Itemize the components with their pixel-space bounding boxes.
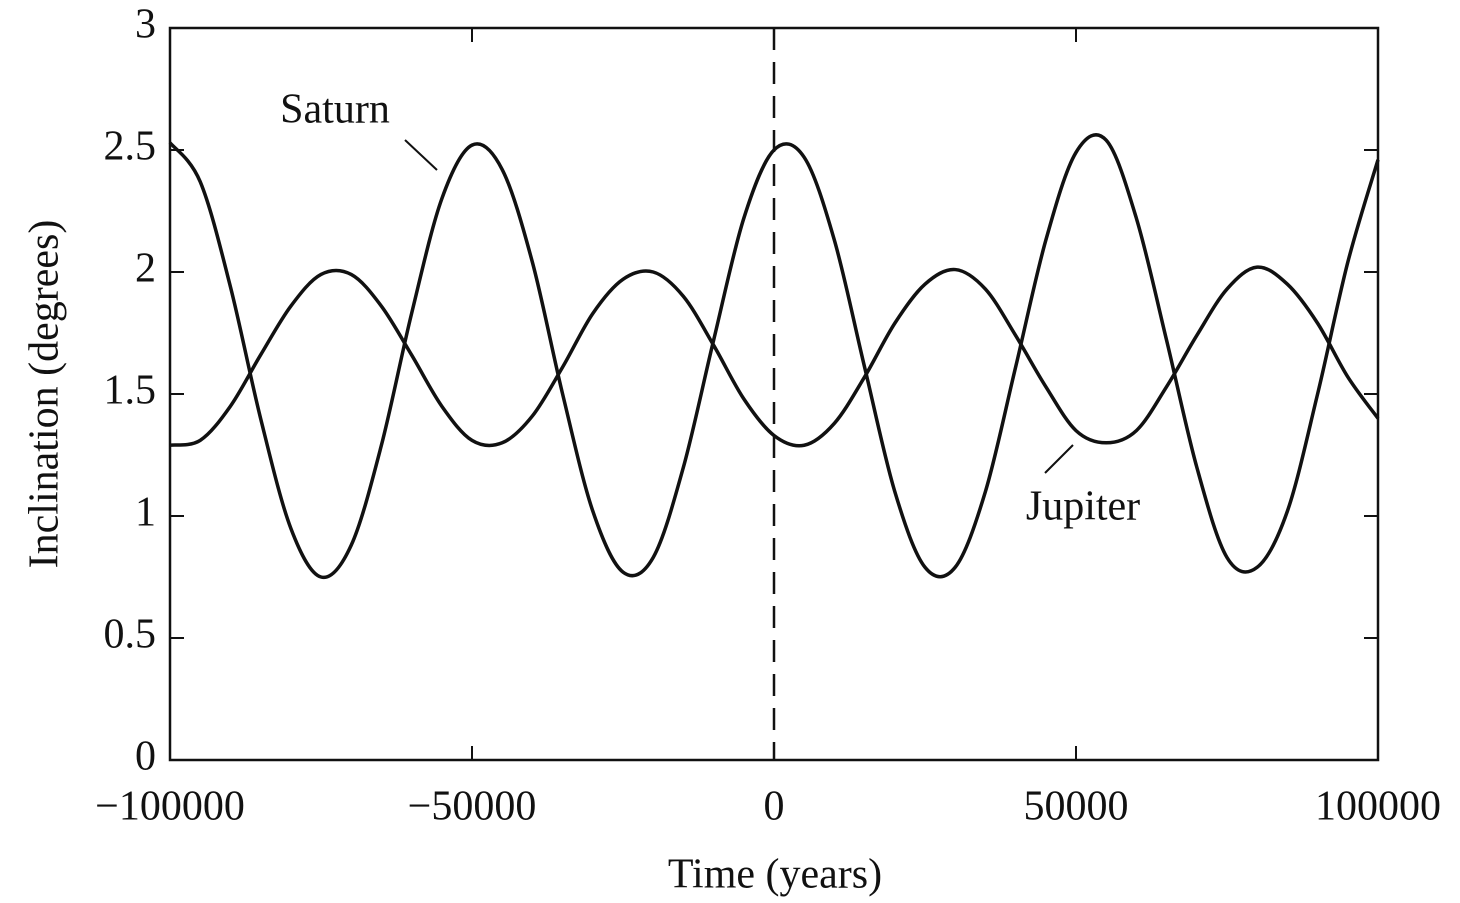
x-tick-label: −100000 [95, 784, 245, 830]
leader-line [1044, 444, 1074, 474]
y-tick-label: 2.5 [104, 124, 157, 170]
series-label: Jupiter [1026, 484, 1140, 530]
x-tick-label: 50000 [1024, 784, 1129, 830]
y-axis-label: Inclination (degrees) [22, 220, 68, 569]
x-axis-label: Time (years) [668, 852, 882, 898]
y-tick-label: 1 [135, 490, 156, 536]
series-label: Saturn [280, 87, 390, 133]
y-tick-label: 0.5 [104, 612, 157, 658]
leader-line [404, 139, 438, 171]
series-line [168, 133, 1380, 580]
y-tick-label: 3 [135, 2, 156, 48]
x-tick-label: 0 [764, 784, 785, 830]
x-tick-label: −50000 [408, 784, 537, 830]
y-tick-label: 0 [135, 734, 156, 780]
series-line [169, 265, 1380, 448]
y-tick-label: 2 [135, 246, 156, 292]
y-tick-label: 1.5 [104, 368, 157, 414]
x-tick-label: 100000 [1315, 784, 1441, 830]
